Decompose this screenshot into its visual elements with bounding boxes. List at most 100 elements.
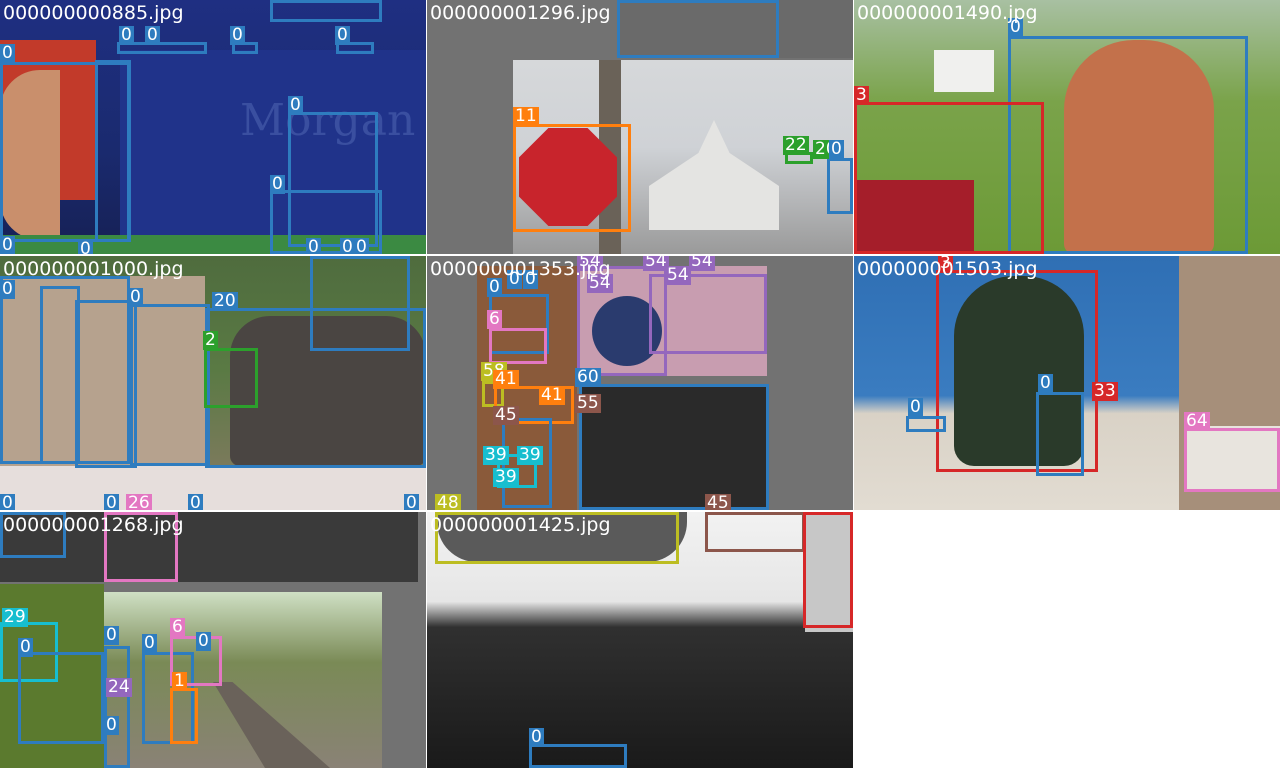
filename-label: 000000001353.jpg <box>430 258 611 280</box>
class-label: 0 <box>335 25 350 45</box>
filename-label: 000000001503.jpg <box>857 258 1038 280</box>
scene-face <box>0 70 60 240</box>
scene-children <box>0 276 205 466</box>
class-label: 26 <box>126 494 152 510</box>
class-label: 41 <box>539 385 565 405</box>
class-label: 0 <box>529 727 544 747</box>
bbox <box>270 190 382 254</box>
class-label: 55 <box>575 393 601 413</box>
class-label: 60 <box>575 367 601 387</box>
class-label: 1 <box>172 671 187 691</box>
class-label: 0 <box>0 235 15 254</box>
bbox <box>435 512 679 564</box>
bbox <box>705 512 805 552</box>
scene-stop-sign <box>519 128 617 226</box>
class-label: 0 <box>340 238 355 254</box>
bbox <box>104 646 130 768</box>
bbox <box>803 512 853 628</box>
class-label: 54 <box>587 273 613 293</box>
bbox <box>336 42 374 54</box>
tile-000000001268: 29 0 0 0 6 0 24 0 1 000000001268.jpg <box>0 512 426 768</box>
class-label: 0 <box>507 269 522 289</box>
class-label: 2 <box>203 330 218 350</box>
class-label: 24 <box>106 677 132 697</box>
class-label: 6 <box>487 309 502 329</box>
scene-plate <box>437 512 687 562</box>
class-label: 0 <box>196 631 211 651</box>
bbox <box>827 158 853 214</box>
class-label: 39 <box>517 445 543 465</box>
class-label: 3 <box>854 85 869 105</box>
class-label: 0 <box>142 633 157 653</box>
bbox <box>513 124 631 232</box>
bbox <box>529 744 627 768</box>
class-label: 29 <box>2 607 28 627</box>
bbox <box>1008 36 1248 254</box>
tile-000000001353: 54 54 54 54 54 0 0 0 6 58 41 41 45 55 60… <box>427 256 853 510</box>
class-label: 0 <box>104 625 119 645</box>
class-label: 0 <box>188 494 203 510</box>
class-label: 0 <box>0 494 15 510</box>
class-label: 0 <box>404 494 419 510</box>
bbox <box>117 42 207 54</box>
class-label: 0 <box>288 95 303 115</box>
class-label: 54 <box>643 256 669 271</box>
bbox <box>18 652 104 744</box>
class-label: 6 <box>170 617 185 637</box>
scene-kite <box>954 276 1084 466</box>
class-label: 0 <box>1038 373 1053 393</box>
tile-000000001503: 0 0 33 64 3 000000001503.jpg <box>854 256 1280 510</box>
scene-woman <box>1064 40 1214 254</box>
class-label: 0 <box>523 269 538 289</box>
bbox <box>1184 428 1280 492</box>
scene-motorbike <box>854 180 974 254</box>
bbox <box>142 652 194 744</box>
class-label: 54 <box>665 265 691 285</box>
class-label: 0 <box>1008 17 1023 37</box>
class-label: 0 <box>908 397 923 417</box>
bbox <box>494 386 574 424</box>
class-label: 45 <box>705 494 731 510</box>
tile-000000001490: 0 3 000000001490.jpg <box>854 0 1280 254</box>
bbox <box>40 286 80 464</box>
bbox <box>854 102 1044 254</box>
scene-shed <box>934 50 994 92</box>
class-label: 41 <box>493 369 519 389</box>
class-label: 0 <box>0 43 15 63</box>
scene-top-photo <box>617 0 853 58</box>
bbox <box>170 688 198 744</box>
scene-top-strip <box>0 512 418 582</box>
bbox <box>204 348 258 408</box>
bbox <box>0 512 66 558</box>
class-label: 22 <box>783 135 809 155</box>
filename-label: 000000001490.jpg <box>857 2 1038 24</box>
class-label: 45 <box>493 405 519 425</box>
scene-floor <box>0 466 426 510</box>
bbox <box>579 384 769 510</box>
scene-right-object <box>805 512 853 632</box>
filename-label: 000000001425.jpg <box>430 514 611 536</box>
class-label: 0 <box>78 240 93 254</box>
class-label: 0 <box>230 25 245 45</box>
bbox <box>75 300 137 468</box>
bbox <box>270 0 382 22</box>
bbox <box>232 42 258 54</box>
class-label: 39 <box>493 467 519 487</box>
filename-label: 000000001000.jpg <box>3 258 184 280</box>
bbox <box>1036 392 1084 476</box>
scene-cake <box>579 386 769 510</box>
class-label: 0 <box>128 287 143 307</box>
bbox <box>95 60 131 242</box>
tile-000000001000: 20 2 0 0 0 0 0 0 26 000000001000.jpg <box>0 256 426 510</box>
class-label: 64 <box>1184 411 1210 431</box>
class-label: 48 <box>435 494 461 510</box>
bbox <box>130 304 210 466</box>
filename-label: 000000001296.jpg <box>430 2 611 24</box>
class-label: 0 <box>306 238 321 254</box>
filename-label: 000000001268.jpg <box>3 514 184 536</box>
class-label: 0 <box>487 277 502 297</box>
bbox <box>936 270 1098 472</box>
bbox <box>906 416 946 432</box>
class-label: 39 <box>483 445 509 465</box>
